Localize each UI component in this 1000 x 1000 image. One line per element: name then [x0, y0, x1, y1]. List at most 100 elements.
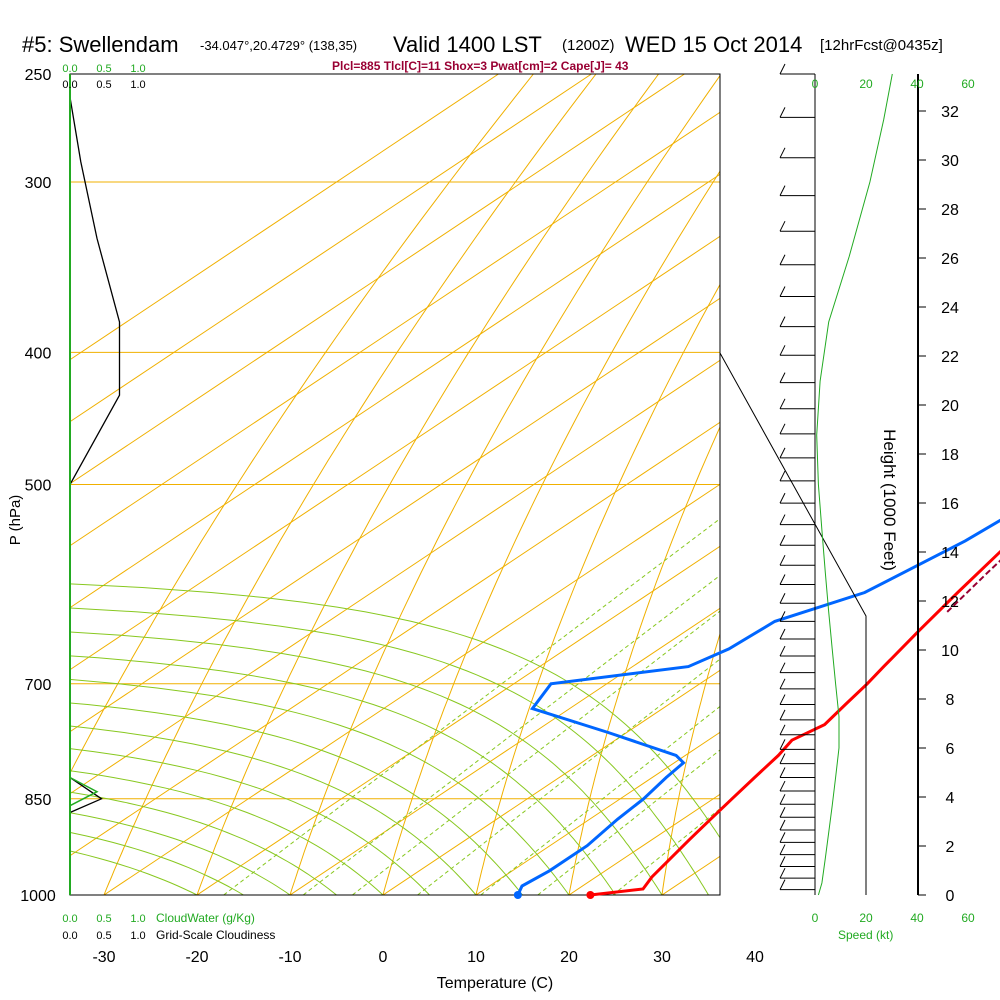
- wind-barb-flag: [779, 345, 786, 356]
- wind-barb-flag: [779, 767, 786, 778]
- dry-adiabat: [941, 74, 1000, 895]
- cloudiness-line: [69, 97, 121, 814]
- speed-tick: 60: [961, 77, 975, 91]
- height-tick: 2: [946, 839, 955, 856]
- wind-barb-flag: [779, 574, 786, 585]
- isotherm-line: [289, 607, 720, 895]
- speed-tick: 0: [812, 911, 819, 925]
- cloudiness-label: Grid-Scale Cloudiness: [156, 928, 275, 942]
- cloudwater-label: CloudWater (g/Kg): [156, 911, 255, 925]
- moist-adiabat: [0, 781, 1000, 895]
- wind-barb-flag: [779, 662, 786, 673]
- temperature-tick: 20: [560, 949, 578, 966]
- isotherm-line: [70, 359, 720, 795]
- wind-barb-flag: [779, 694, 786, 705]
- moist-adiabat: [70, 702, 523, 895]
- pressure-tick: 300: [25, 175, 52, 192]
- moist-adiabat: [0, 607, 1000, 895]
- wind-barb-flag: [779, 147, 786, 159]
- side-panels: [69, 63, 919, 896]
- speed-axis-label: Speed (kt): [838, 928, 893, 942]
- dry-adiabat: [196, 74, 660, 895]
- height-tick: 4: [946, 790, 955, 807]
- height-axis-label: Height (1000 Feet): [880, 429, 899, 571]
- temperature-line: [590, 550, 1000, 897]
- moist-adiabat: [0, 631, 616, 895]
- plot-area-lines: [0, 74, 1000, 895]
- x-axis-label: Temperature (C): [437, 975, 553, 992]
- pressure-tick: 250: [25, 67, 52, 84]
- dry-adiabat: [755, 74, 1000, 895]
- mixing-ratio-line: [480, 705, 720, 895]
- pressure-tick: 500: [25, 478, 52, 495]
- isotherm-line: [755, 74, 1000, 895]
- isotherm-line: [70, 297, 720, 733]
- cloudwater-tick: 0.0: [62, 63, 77, 75]
- height-tick: 30: [941, 153, 959, 170]
- temperature-tick: -10: [278, 949, 301, 966]
- cloudiness-tick: 0.0: [62, 930, 77, 942]
- speed-tick: 40: [910, 911, 924, 925]
- temperature-surface-point: [586, 891, 595, 899]
- y-axis-label: P (hPa): [7, 495, 24, 546]
- valid-utc-label: (1200Z): [562, 37, 615, 54]
- isotherm-line: [70, 235, 720, 671]
- wind-barb-flag: [779, 398, 786, 410]
- wind-barb-flag: [779, 611, 786, 622]
- wind-barb-flag: [779, 753, 786, 764]
- wind-barb-flag: [779, 807, 786, 818]
- speed-tick: 0: [812, 77, 819, 91]
- parcel-line: [946, 559, 1000, 613]
- isotherm-line: [70, 421, 720, 857]
- cloudiness-tick: 0.5: [96, 930, 111, 942]
- temperature-tick: 0: [379, 949, 388, 966]
- cloudiness-tick: 0.0: [62, 79, 77, 91]
- height-tick: 10: [941, 643, 959, 660]
- pressure-tick: 1000: [20, 888, 56, 905]
- wind-barb-flag: [779, 470, 786, 482]
- speed-panel-edge: [719, 352, 867, 895]
- cloudwater-tick: 1.0: [130, 913, 145, 925]
- cloudiness-tick: 1.0: [130, 79, 145, 91]
- speed-tick: 40: [910, 77, 924, 91]
- dry-adiabat: [289, 74, 720, 895]
- dewpoint-surface-point: [513, 891, 522, 899]
- moist-adiabat: [70, 791, 337, 895]
- wind-barb-flag: [779, 286, 786, 297]
- wind-barb-flag: [779, 535, 786, 546]
- isotherm-line: [70, 74, 685, 485]
- height-tick: 12: [941, 594, 959, 611]
- wind-barb-flag: [779, 724, 786, 736]
- dry-adiabat: [475, 283, 720, 895]
- axis-labels: Temperature (C) P (hPa) Height (1000 Fee…: [7, 429, 899, 992]
- wind-barb-flag: [779, 856, 786, 867]
- wind-barb-flag: [779, 844, 786, 855]
- dry-adiabat: [568, 425, 720, 895]
- pressure-tick: 850: [25, 792, 52, 809]
- temperature-tick: 10: [467, 949, 485, 966]
- moist-adiabat: [70, 678, 570, 895]
- temperature-tick: -20: [185, 949, 208, 966]
- wind-barb-flag: [779, 879, 786, 890]
- wind-barb-flag: [779, 372, 786, 383]
- cloudwater-tick: 0.0: [62, 913, 77, 925]
- cloudwater-line: [69, 776, 99, 807]
- isotherm-line: [70, 74, 499, 361]
- temperature-tick: -30: [92, 949, 115, 966]
- dry-adiabat: [661, 632, 720, 895]
- height-tick: 22: [941, 349, 959, 366]
- valid-time-label: Valid 1400 LST: [393, 32, 542, 57]
- wind-barb-flag: [779, 63, 786, 75]
- wind-barb-flag: [779, 554, 786, 566]
- forecast-label: [12hrFcst@0435z]: [820, 37, 943, 54]
- isotherm-line: [70, 111, 720, 547]
- height-tick: 6: [946, 741, 955, 758]
- speed-tick: 20: [859, 77, 873, 91]
- cloudwater-tick: 1.0: [130, 63, 145, 75]
- wind-barb-flag: [779, 447, 786, 459]
- cloudiness-tick: 0.5: [96, 79, 111, 91]
- speed-tick: 60: [961, 911, 975, 925]
- date-label: WED 15 Oct 2014: [625, 32, 802, 57]
- mixing-ratio-line: [612, 808, 720, 895]
- dewpoint-line: [516, 518, 1000, 896]
